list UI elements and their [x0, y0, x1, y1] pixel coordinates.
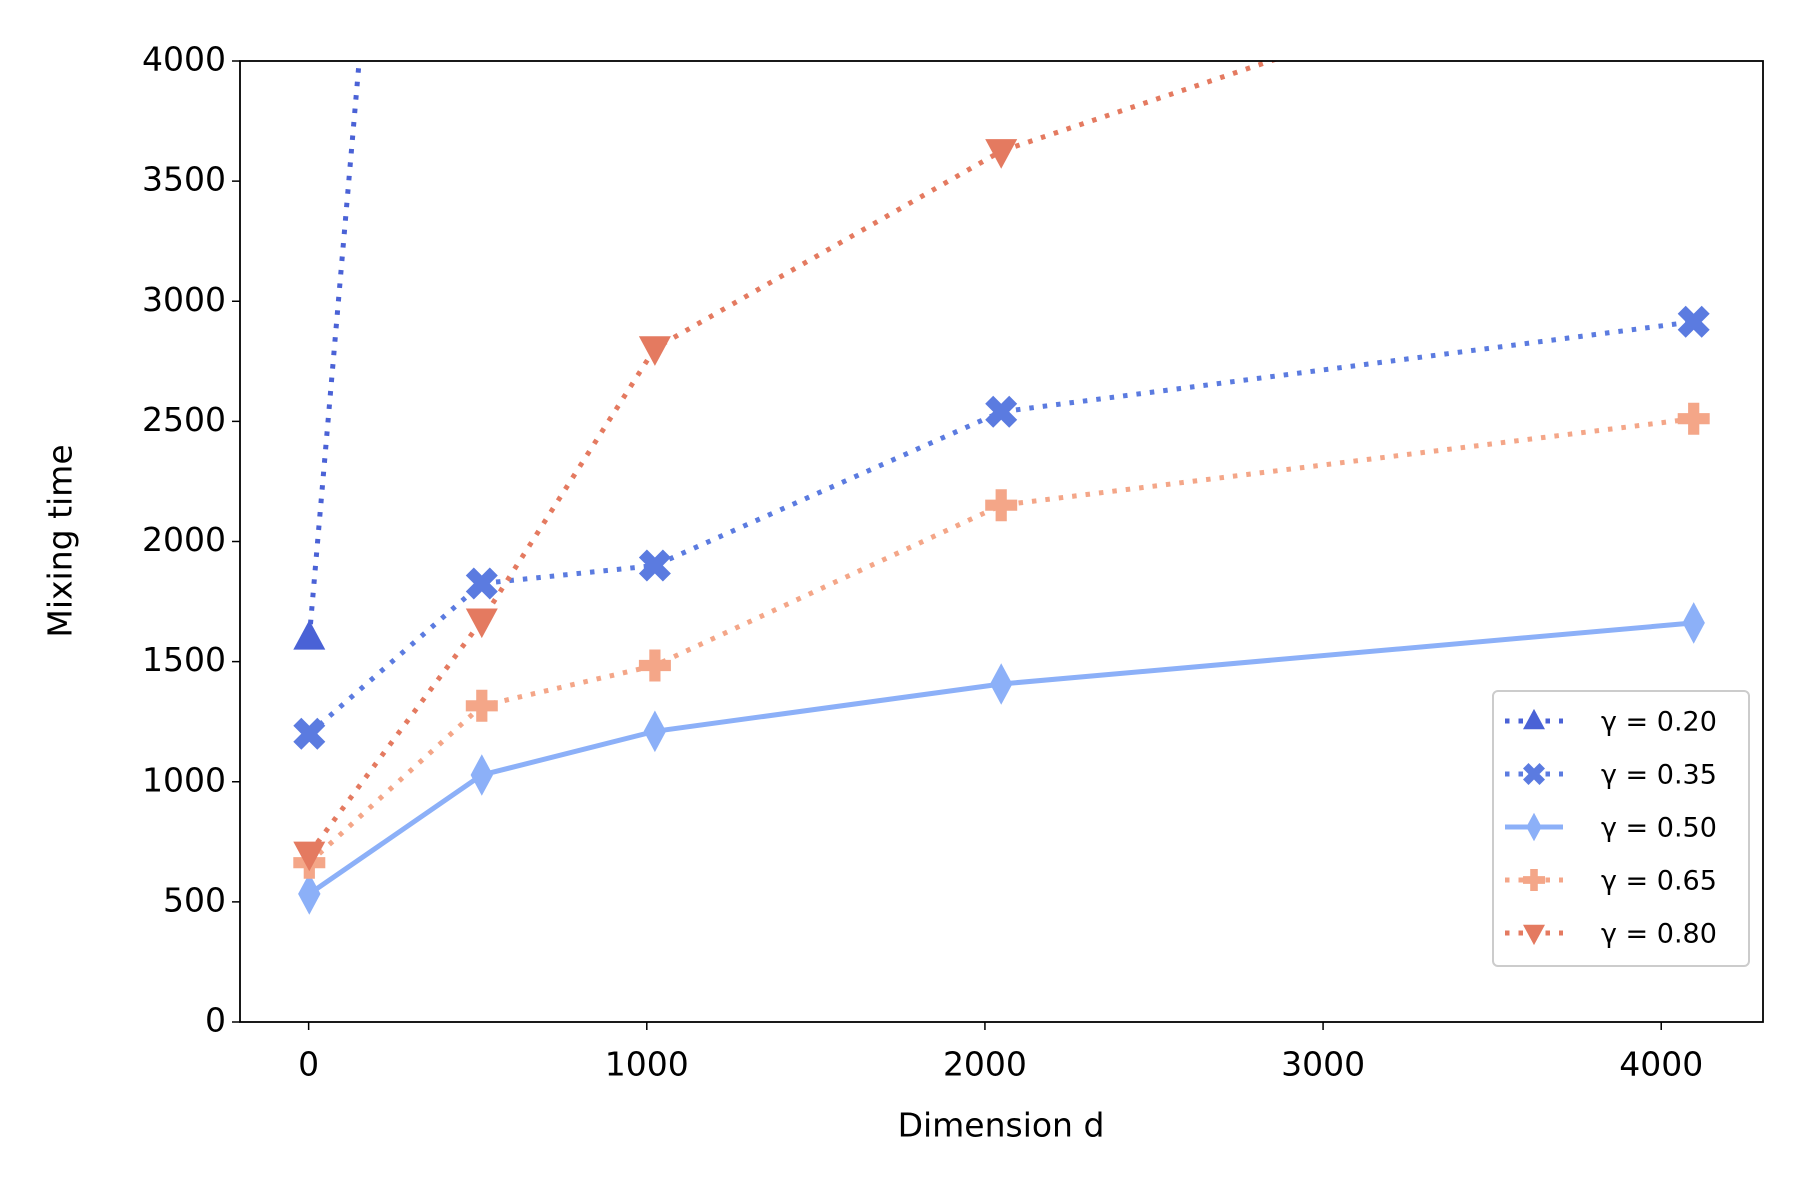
data-point [990, 663, 1013, 705]
y-axis-label: Mixing time [41, 444, 80, 637]
legend-label: γ = 0.20 [1601, 707, 1717, 738]
y-tick-label: 1500 [142, 640, 226, 679]
x-tick-label: 0 [298, 1045, 319, 1084]
y-tick-label: 3500 [142, 160, 226, 199]
legend-marker [1526, 812, 1542, 842]
legend-marker [1523, 869, 1545, 891]
y-tick-label: 2000 [142, 520, 226, 559]
data-point [985, 489, 1018, 522]
legend-marker [1523, 708, 1545, 730]
data-point [470, 754, 493, 796]
y-tick-label: 2500 [142, 400, 226, 439]
plot-area [293, 61, 1710, 915]
data-point [1682, 602, 1705, 644]
series-line [307, 61, 1279, 856]
legend-box [1492, 690, 1750, 967]
data-point [465, 608, 498, 639]
legend-label: γ = 0.65 [1601, 866, 1717, 897]
x-tick-label: 3000 [1281, 1045, 1365, 1084]
x-tick-label: 1000 [605, 1045, 689, 1084]
data-point [293, 620, 326, 650]
y-tick-label: 3000 [142, 280, 226, 319]
x-tick-label: 4000 [1619, 1045, 1703, 1084]
data-point [638, 336, 671, 366]
data-point [465, 567, 498, 600]
series-line [306, 61, 362, 638]
data-point [985, 395, 1018, 428]
legend-marker [1523, 924, 1545, 946]
series-line [307, 319, 1695, 736]
legend-label: γ = 0.50 [1601, 813, 1717, 844]
data-point [638, 649, 671, 682]
y-tick-label: 500 [163, 880, 226, 919]
data-point [1677, 305, 1710, 338]
legend-marker [1523, 763, 1545, 785]
data-point [298, 873, 321, 915]
legend-label: γ = 0.80 [1601, 919, 1717, 950]
y-tick-label: 1000 [142, 760, 226, 799]
series-line [307, 620, 1694, 896]
data-point [643, 710, 667, 753]
data-point [1677, 402, 1710, 435]
data-point [465, 689, 498, 722]
x-tick-label: 2000 [943, 1045, 1027, 1084]
x-axis-label: Dimension d [898, 1106, 1105, 1145]
legend-label: γ = 0.35 [1601, 760, 1717, 791]
data-point [293, 717, 326, 750]
data-point [985, 139, 1018, 169]
plot-frame [239, 60, 1764, 1023]
y-tick-label: 4000 [142, 40, 226, 79]
data-point [293, 841, 326, 872]
data-point [638, 549, 671, 582]
y-tick-label: 0 [205, 1001, 226, 1040]
